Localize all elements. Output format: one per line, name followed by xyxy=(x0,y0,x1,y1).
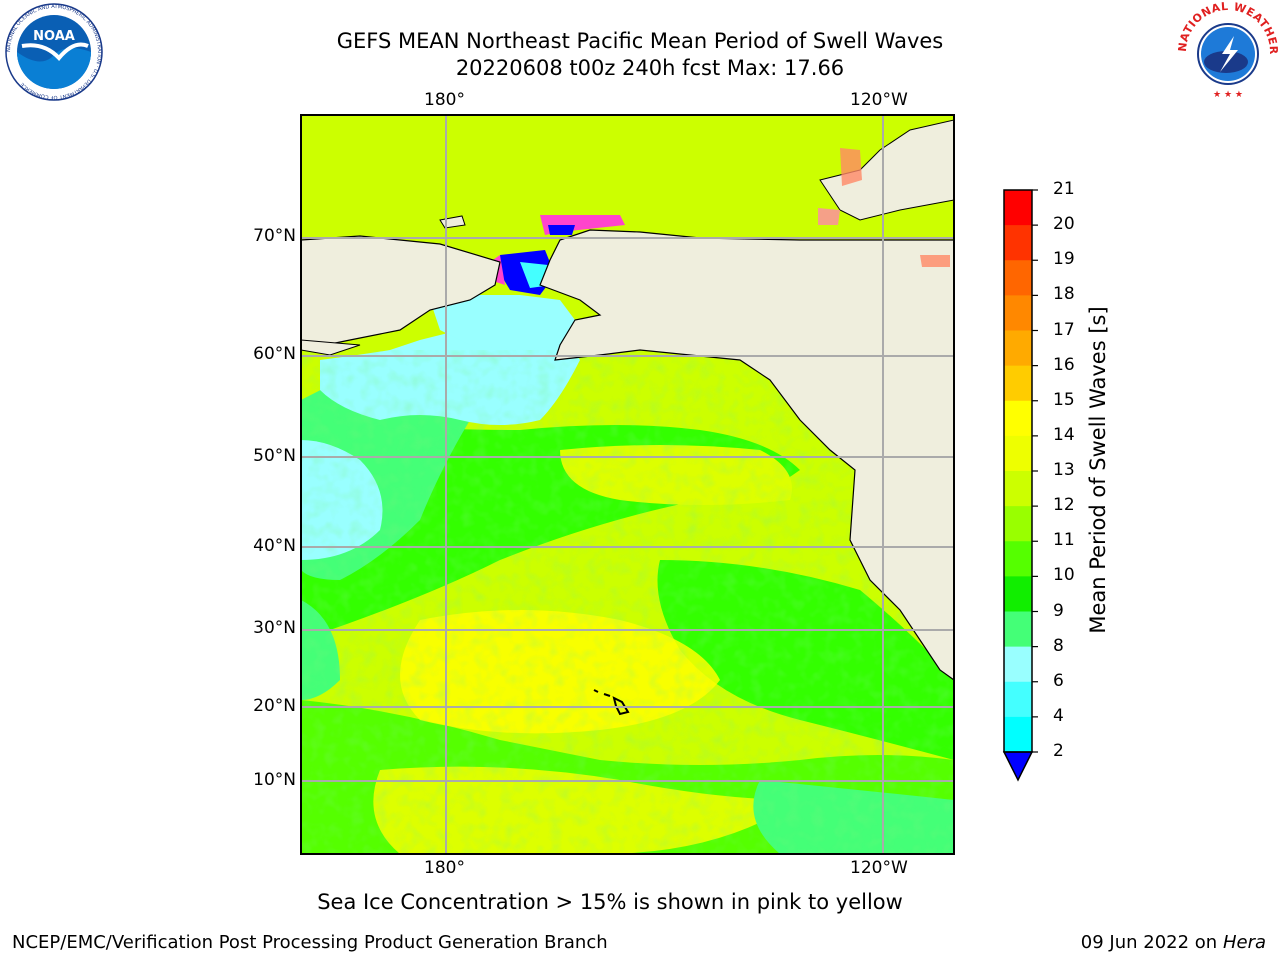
lon-label-top-180: 180° xyxy=(424,90,465,110)
colorbar-under-triangle xyxy=(1002,751,1034,782)
colorbar-segment xyxy=(1004,471,1032,507)
colorbar-tick-label: 18 xyxy=(1053,284,1075,305)
lon-label-bottom-180: 180° xyxy=(424,858,465,878)
colorbar-tick-label: 6 xyxy=(1053,670,1064,691)
colorbar-segment xyxy=(1004,190,1032,226)
graticule xyxy=(301,115,954,854)
colorbar-tick-label: 15 xyxy=(1053,389,1075,410)
lon-label-top-120w: 120°W xyxy=(850,90,908,110)
lon-label-bottom-120w: 120°W xyxy=(850,858,908,878)
colorbar-segment xyxy=(1004,400,1032,437)
svg-text:★ ★ ★: ★ ★ ★ xyxy=(1213,90,1243,100)
colorbar-tick-label: 8 xyxy=(1053,635,1064,656)
lat-label-40n: 40°N xyxy=(253,536,296,556)
colorbar-segment xyxy=(1004,611,1032,648)
colorbar-segment xyxy=(1004,295,1032,331)
colorbar-tick-label: 9 xyxy=(1053,600,1064,621)
colorbar-title: Mean Period of Swell Waves [s] xyxy=(1086,306,1110,634)
colorbar-tick-label: 13 xyxy=(1053,460,1075,480)
sea-ice-note: Sea Ice Concentration > 15% is shown in … xyxy=(317,890,903,914)
footer-credit: NCEP/EMC/Verification Post Processing Pr… xyxy=(12,932,608,953)
colorbar-tick-label: 2 xyxy=(1053,741,1064,761)
footer-date-text: 09 Jun 2022 on xyxy=(1080,932,1218,953)
colorbar-tick-label: 10 xyxy=(1053,565,1075,586)
colorbar-tick-label: 12 xyxy=(1053,495,1075,516)
lat-label-70n: 70°N xyxy=(253,226,296,246)
noaa-logo: NOAA NATIONAL OCEANIC AND ATMOSPHERIC AD… xyxy=(5,3,103,101)
lat-label-30n: 30°N xyxy=(253,618,296,638)
colorbar-segment xyxy=(1004,681,1032,718)
colorbar-tick-label: 11 xyxy=(1053,530,1075,551)
colorbar-tick-label: 20 xyxy=(1053,214,1075,235)
colorbar-tick-label: 16 xyxy=(1053,354,1075,375)
colorbar-segment xyxy=(1004,506,1032,542)
colorbar-tick-label: 17 xyxy=(1053,319,1075,340)
lat-label-10n: 10°N xyxy=(253,770,296,790)
colorbar-segment xyxy=(1004,646,1032,683)
noaa-logo-text: NOAA xyxy=(33,29,75,44)
chart-subtitle-date: 20220608 t00z 240h fcst Max: 17.66 xyxy=(455,56,845,80)
colorbar-segment xyxy=(1004,225,1032,261)
swell-period-field xyxy=(301,115,954,854)
colorbar-segment xyxy=(1004,330,1032,367)
lat-label-50n: 50°N xyxy=(253,446,296,466)
colorbar-segment xyxy=(1004,716,1032,753)
colorbar-segment xyxy=(1004,260,1032,296)
colorbar-tick-label: 14 xyxy=(1053,424,1075,445)
lat-label-20n: 20°N xyxy=(253,696,296,716)
colorbar-segment xyxy=(1004,435,1032,472)
colorbar-segment xyxy=(1004,365,1032,402)
colorbar-tick-label: 4 xyxy=(1053,705,1064,726)
colorbar-tick-label: 19 xyxy=(1053,249,1075,270)
colorbar-segment xyxy=(1004,576,1032,612)
chart-title: GEFS MEAN Northeast Pacific Mean Period … xyxy=(336,29,944,53)
map-frame xyxy=(300,114,955,855)
colorbar-tick-label: 21 xyxy=(1053,179,1075,199)
lat-label-60n: 60°N xyxy=(253,344,296,364)
footer-host: Hera xyxy=(1222,932,1266,953)
colorbar-segment xyxy=(1004,541,1032,577)
colorbar xyxy=(1002,189,1038,782)
nws-logo: NATIONAL WEATHER SERVICE ★ ★ ★ xyxy=(1178,2,1278,100)
footer-date: 09 Jun 2022 on Hera xyxy=(1081,932,1266,953)
